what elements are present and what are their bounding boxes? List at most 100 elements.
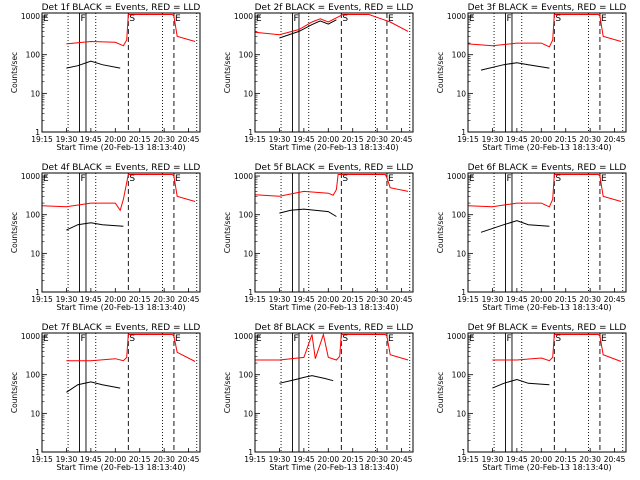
x-tick-label: 19:15	[457, 455, 479, 464]
y-tick-label: 1	[461, 288, 466, 297]
series-events	[279, 19, 337, 39]
marker-label: E	[601, 14, 607, 24]
x-axis-label: Start Time (20-Feb-13 18:13:40)	[56, 143, 185, 152]
series-lld	[41, 174, 196, 212]
y-tick-label: 10	[456, 89, 466, 98]
x-tick-label: 20:30	[579, 295, 601, 304]
flare-box	[505, 332, 513, 453]
y-tick-label: 100	[239, 51, 254, 60]
x-tick-label: 20:15	[129, 455, 151, 464]
flare-box	[79, 12, 87, 133]
x-tick-label: 20:45	[391, 135, 413, 144]
plot-frame	[254, 12, 414, 133]
marker-label: E	[388, 14, 394, 24]
x-tick-label: 19:15	[244, 455, 266, 464]
x-tick-label: 19:45	[80, 295, 102, 304]
x-tick-label: 20:45	[178, 455, 200, 464]
y-tick-label: 100	[26, 51, 41, 60]
x-tick-label: 20:00	[104, 455, 126, 464]
x-tick-label: 20:00	[530, 295, 552, 304]
x-tick-label: 19:45	[506, 135, 528, 144]
y-tick-label: 1	[35, 288, 40, 297]
x-axis-label: Start Time (20-Feb-13 18:13:40)	[482, 463, 611, 472]
marker-label: E	[256, 334, 262, 344]
x-tick-label: 19:45	[293, 295, 315, 304]
marker-label: E	[388, 174, 394, 184]
x-axis-label: Start Time (20-Feb-13 18:13:40)	[269, 303, 398, 312]
marker-label: S	[129, 334, 135, 344]
marker-label: E	[469, 174, 475, 184]
marker-label: E	[175, 174, 181, 184]
panel-title: Det 5f BLACK = Events, RED = LLD	[255, 163, 414, 173]
panel-title: Det 6f BLACK = Events, RED = LLD	[468, 163, 627, 173]
flare-box	[292, 172, 300, 293]
series-events	[480, 62, 550, 71]
x-axis-label: Start Time (20-Feb-13 18:13:40)	[269, 143, 398, 152]
y-axis-label: Counts/sec	[10, 52, 19, 93]
plot-frame	[467, 12, 627, 133]
panel-title: Det 8f BLACK = Events, RED = LLD	[255, 323, 414, 333]
y-tick-label: 100	[26, 371, 41, 380]
plot-frame	[254, 172, 414, 293]
marker-label: S	[342, 334, 348, 344]
marker-label: F	[293, 334, 298, 344]
y-tick-label: 1000	[234, 12, 253, 21]
y-tick-label: 10	[243, 89, 253, 98]
y-tick-label: 1000	[447, 12, 466, 21]
series-lld	[255, 332, 409, 361]
x-axis-label: Start Time (20-Feb-13 18:13:40)	[56, 303, 185, 312]
x-tick-label: 19:45	[506, 455, 528, 464]
flare-box	[505, 12, 513, 133]
x-tick-label: 19:15	[31, 295, 53, 304]
y-tick-label: 10	[30, 249, 40, 258]
x-tick-label: 19:45	[293, 455, 315, 464]
y-axis-label: Counts/sec	[436, 372, 445, 413]
y-tick-label: 10	[243, 409, 253, 418]
x-tick-label: 20:15	[342, 455, 364, 464]
marker-label: F	[506, 14, 511, 24]
marker-label: E	[601, 174, 607, 184]
plot-frame	[41, 12, 201, 133]
panel-title: Det 3f BLACK = Events, RED = LLD	[468, 3, 627, 13]
x-tick-label: 19:45	[506, 295, 528, 304]
series-events	[66, 222, 124, 231]
series-lld	[254, 14, 409, 36]
marker-label: E	[43, 334, 49, 344]
panel-title: Det 7f BLACK = Events, RED = LLD	[42, 323, 201, 333]
x-tick-label: 19:45	[80, 455, 102, 464]
x-tick-label: 19:30	[269, 295, 291, 304]
series-events	[66, 381, 121, 393]
x-tick-label: 19:30	[269, 455, 291, 464]
x-tick-label: 19:30	[482, 295, 504, 304]
x-tick-label: 19:15	[457, 295, 479, 304]
y-tick-label: 1000	[447, 332, 466, 341]
y-axis-label: Counts/sec	[436, 212, 445, 253]
y-tick-label: 100	[26, 211, 41, 220]
series-lld	[66, 14, 196, 47]
marker-label: S	[555, 334, 561, 344]
x-tick-label: 20:30	[366, 135, 388, 144]
marker-label: E	[43, 174, 49, 184]
panel-title: Det 9f BLACK = Events, RED = LLD	[468, 323, 627, 333]
y-tick-label: 1000	[234, 332, 253, 341]
marker-label: S	[129, 174, 135, 184]
x-tick-label: 20:30	[153, 135, 175, 144]
series-lld	[254, 174, 409, 197]
marker-label: S	[129, 14, 135, 24]
marker-label: E	[469, 334, 475, 344]
x-tick-label: 19:45	[80, 135, 102, 144]
x-tick-label: 20:15	[342, 295, 364, 304]
series-lld	[66, 334, 196, 362]
marker-label: E	[388, 334, 394, 344]
y-tick-label: 10	[456, 249, 466, 258]
y-tick-label: 100	[452, 211, 467, 220]
marker-label: S	[555, 174, 561, 184]
x-tick-label: 20:15	[555, 135, 577, 144]
marker-label: F	[293, 14, 298, 24]
